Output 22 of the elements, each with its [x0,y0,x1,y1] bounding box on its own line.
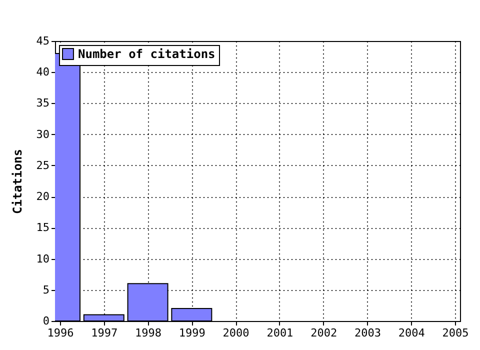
y-tick-label: 15 [36,221,50,234]
x-tick-label: 2005 [442,326,469,340]
legend-label: Number of citations [78,47,216,61]
y-axis-title: Citations [10,148,24,214]
y-tick-label: 25 [36,158,50,172]
y-tick-label: 30 [36,128,50,141]
y-tick-label: 0 [42,314,50,328]
y-tick-label: 40 [36,66,50,79]
x-tick-label: 2002 [310,326,338,340]
x-tick-label: 2001 [266,326,294,340]
x-tick-label: 2000 [222,326,250,340]
y-tick-label: 45 [36,34,50,48]
x-tick-label: 2004 [398,326,426,340]
x-tick-label: 1996 [47,326,74,340]
y-tick-label: 5 [42,283,50,296]
y-tick-label: 20 [36,190,50,204]
x-tick-label: 2003 [354,326,381,340]
x-tick-label: 1997 [91,326,118,340]
x-tick-label: 1999 [178,326,206,340]
y-tick-label: 10 [36,252,50,266]
x-tick-label: 1998 [135,326,162,340]
y-tick-label: 35 [36,96,50,110]
